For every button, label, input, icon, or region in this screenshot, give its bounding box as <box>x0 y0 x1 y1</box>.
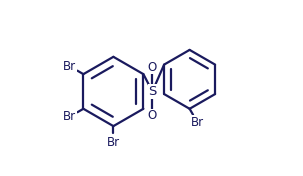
Text: S: S <box>148 85 157 98</box>
Text: Br: Br <box>107 136 120 149</box>
Text: O: O <box>148 61 157 74</box>
Text: Br: Br <box>63 110 76 123</box>
Text: O: O <box>148 109 157 122</box>
Text: Br: Br <box>63 60 76 73</box>
Text: Br: Br <box>191 116 204 129</box>
